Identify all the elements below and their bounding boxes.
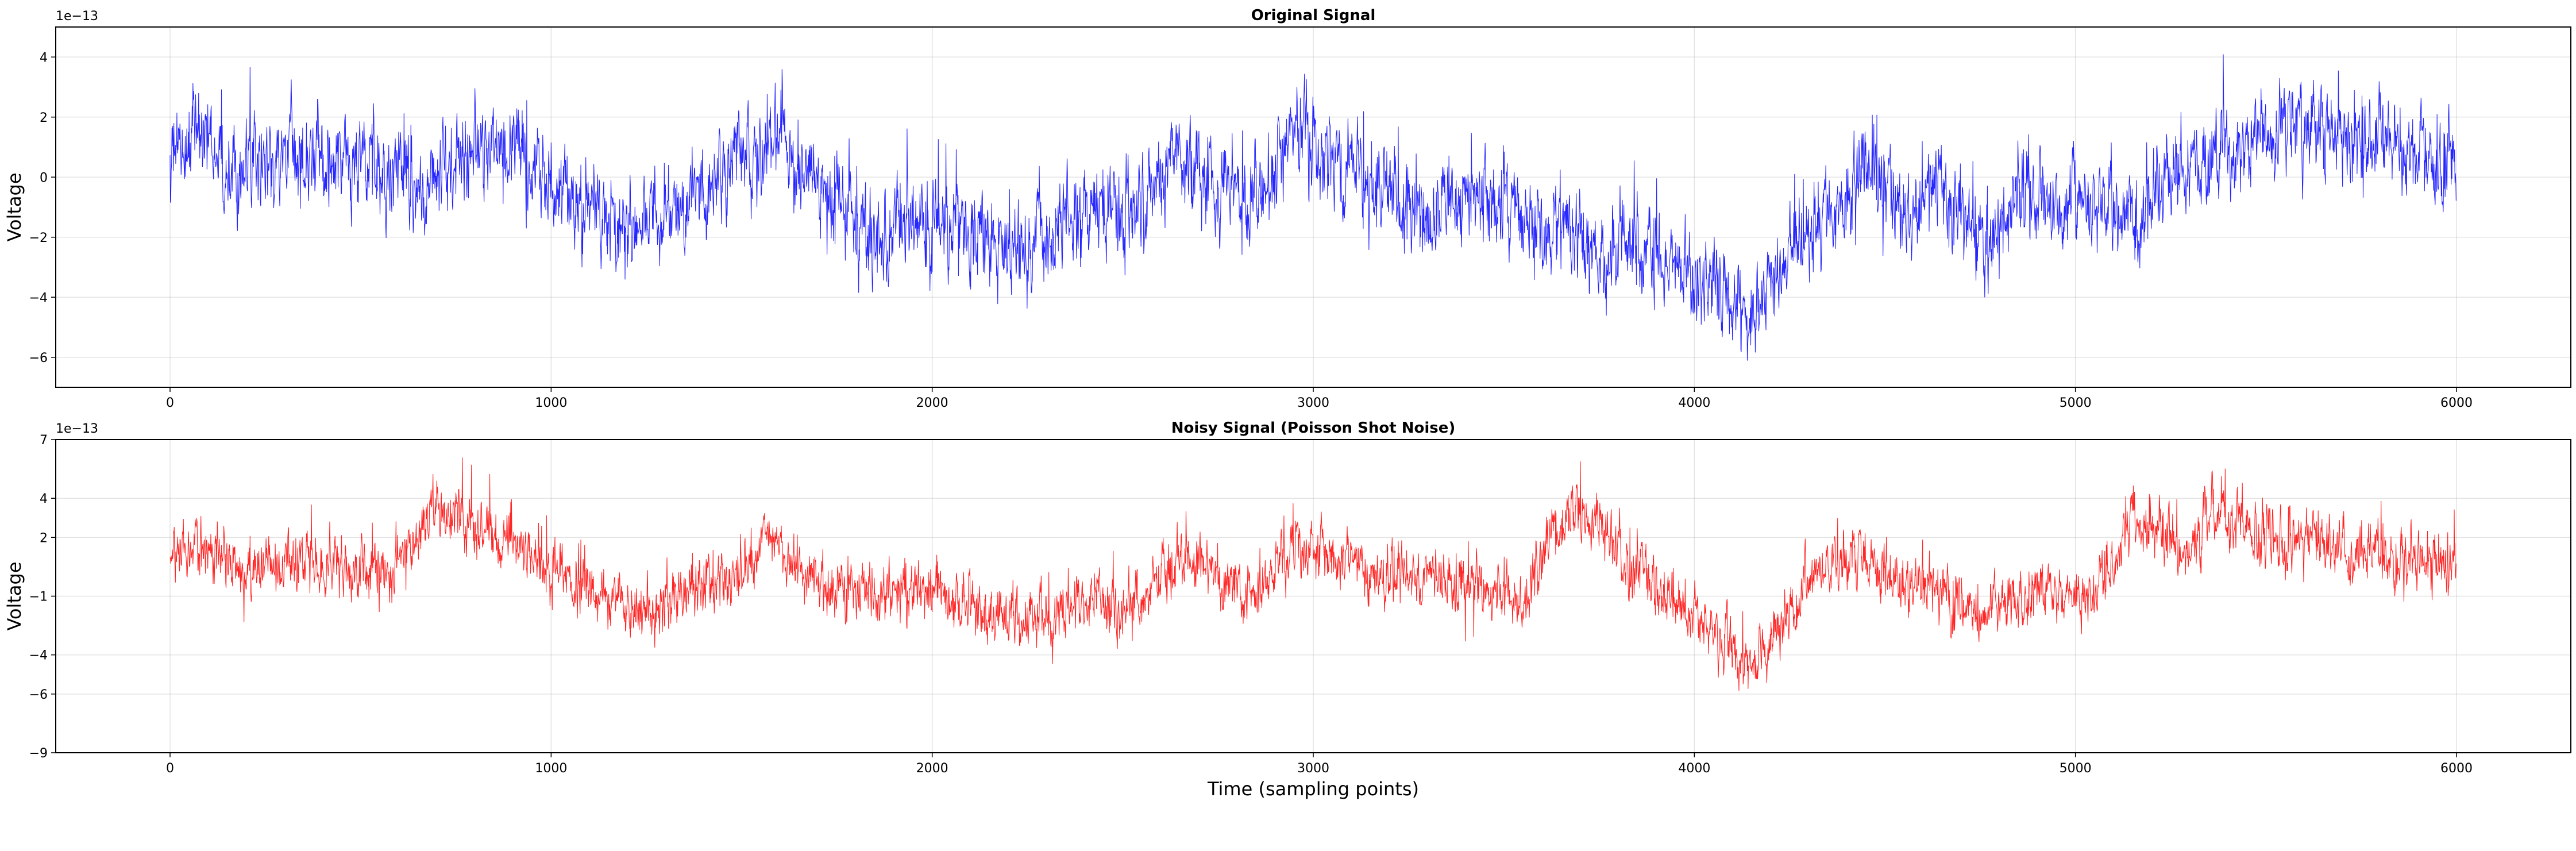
noisy-signal-ytick-label: 2 <box>40 531 48 545</box>
noisy-signal-ytick-label: −4 <box>29 649 48 663</box>
original-signal-ytick-label: 2 <box>40 111 48 125</box>
original-signal-xtick-label: 1000 <box>535 396 567 410</box>
original-signal-xtick-label: 6000 <box>2440 396 2473 410</box>
original-signal-title: Original Signal <box>1251 7 1376 24</box>
noisy-signal-xtick-label: 2000 <box>916 761 948 776</box>
original-signal-ytick-label: −6 <box>29 351 48 365</box>
noisy-signal-ylabel: Voltage <box>3 561 25 630</box>
noisy-signal-ytick-label: 7 <box>40 433 48 448</box>
original-signal-panel: 0 1000 2000 3000 4000 5000 6000 −6 −4 −2 0 2 4 Origi… <box>3 7 2571 410</box>
noisy-signal-xlabel: Time (sampling points) <box>1207 778 1419 800</box>
noisy-signal-xtick-label: 4000 <box>1678 761 1710 776</box>
noisy-signal-series <box>169 457 2457 691</box>
original-signal-ytick-label: 4 <box>40 51 48 65</box>
original-signal-xtick-label: 0 <box>166 396 174 410</box>
original-signal-xtick-label: 4000 <box>1678 396 1710 410</box>
noisy-signal-xtick-label: 1000 <box>535 761 567 776</box>
noisy-signal-xtick-label: 0 <box>166 761 174 776</box>
noisy-signal-xtick-label: 3000 <box>1297 761 1329 776</box>
original-signal-xtick-label: 5000 <box>2060 396 2092 410</box>
noisy-signal-offset-text: 1e−13 <box>56 422 98 436</box>
original-signal-line <box>169 54 2457 361</box>
noisy-signal-ytick-label: 4 <box>40 492 48 506</box>
original-signal-ytick-label: −2 <box>29 231 48 245</box>
original-signal-xtick-label: 2000 <box>916 396 948 410</box>
noisy-signal-ytick-label: −9 <box>29 746 48 761</box>
noisy-signal-ytick-label: −6 <box>29 688 48 702</box>
original-signal-xtick-label: 3000 <box>1297 396 1329 410</box>
original-signal-ylabel: Voltage <box>3 172 25 241</box>
original-signal-ytick-label: −4 <box>29 291 48 305</box>
original-signal-series <box>169 54 2457 361</box>
noisy-signal-line <box>169 457 2457 691</box>
noisy-signal-xtick-label: 5000 <box>2060 761 2092 776</box>
original-signal-offset-text: 1e−13 <box>56 9 98 24</box>
noisy-signal-title: Noisy Signal (Poisson Shot Noise) <box>1171 419 1455 437</box>
original-signal-grid <box>56 27 2571 387</box>
noisy-signal-ticks: 0 1000 2000 3000 4000 5000 6000 −9 −6 −4 −1 2 4 7 <box>29 433 2473 776</box>
noisy-signal-ytick-label: −1 <box>29 590 48 604</box>
original-signal-ticks: 0 1000 2000 3000 4000 5000 6000 −6 −4 −2 0 2 4 <box>29 51 2473 410</box>
noisy-signal-xtick-label: 6000 <box>2440 761 2473 776</box>
original-signal-ytick-label: 0 <box>40 171 48 185</box>
noisy-signal-panel: 0 1000 2000 3000 4000 5000 6000 −9 −6 −4 −1 2 4 7 Noi… <box>3 419 2571 800</box>
